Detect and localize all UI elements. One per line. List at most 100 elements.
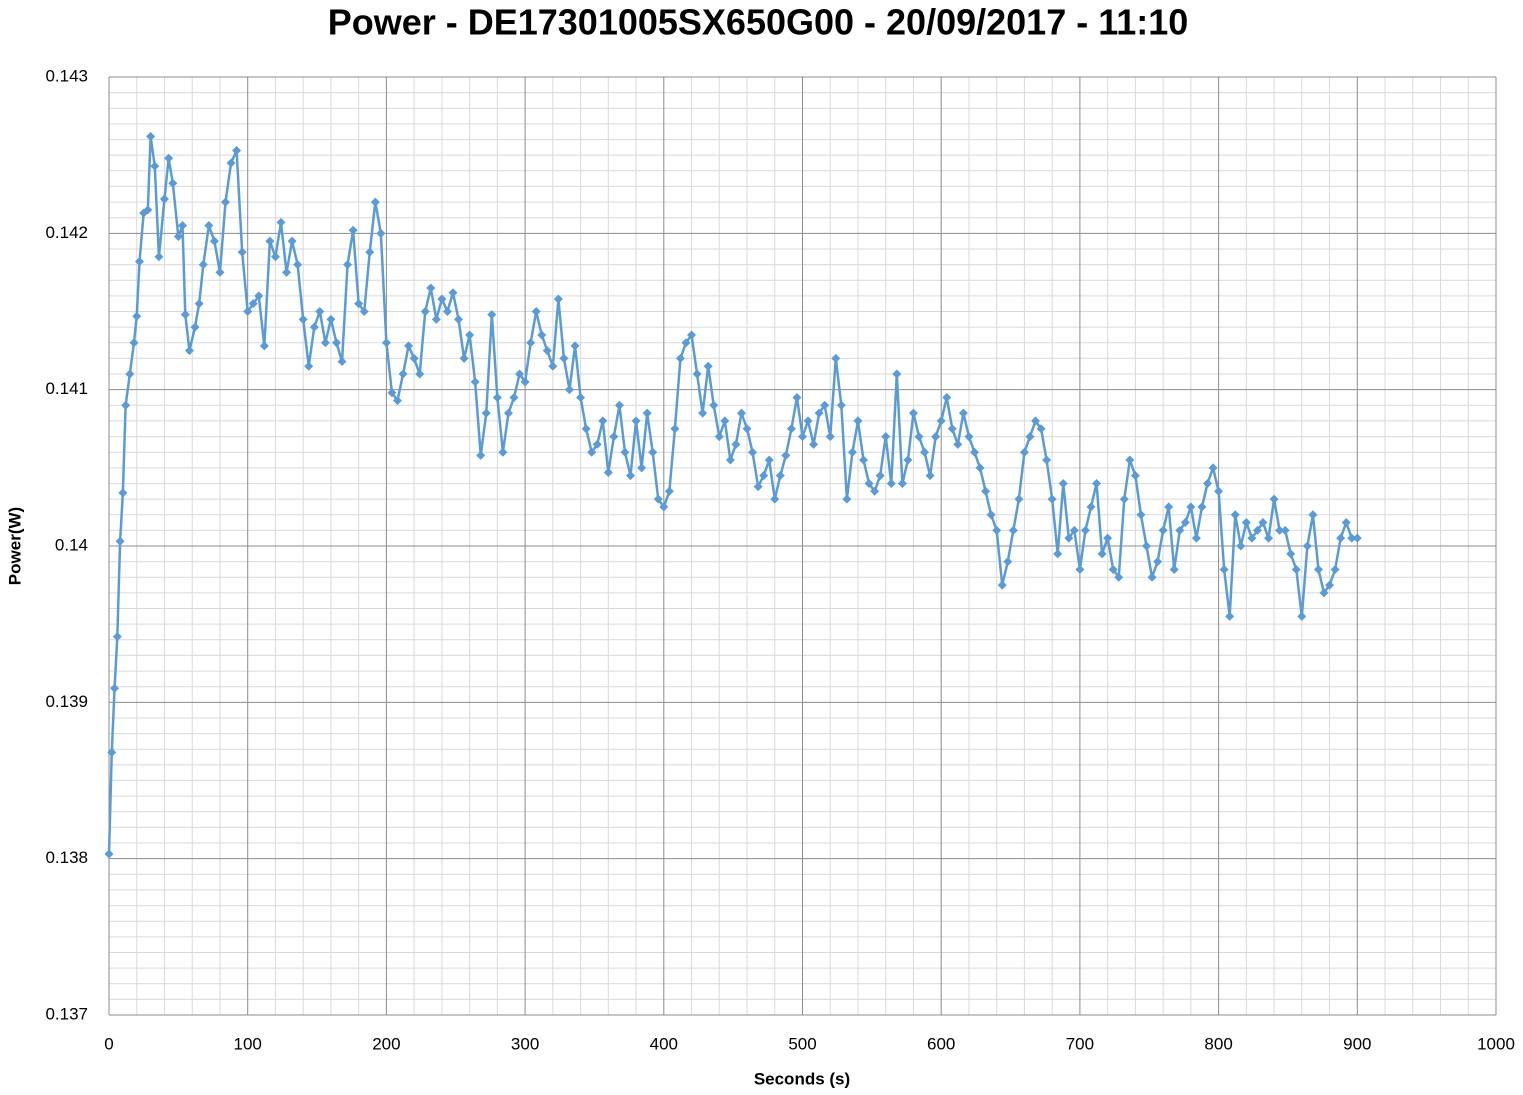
data-point (925, 471, 935, 481)
data-point (709, 400, 719, 410)
data-point (1225, 611, 1235, 621)
data-point (703, 361, 713, 371)
data-point (1325, 580, 1335, 590)
data-point (209, 236, 219, 246)
plot (104, 131, 1362, 859)
data-point (642, 408, 652, 418)
data-point (559, 353, 569, 363)
data-point (614, 400, 624, 410)
data-point (859, 455, 869, 465)
data-point (415, 369, 425, 379)
data-point (1069, 525, 1079, 535)
data-point (1025, 432, 1035, 442)
data-point (1191, 533, 1201, 543)
data-point (1130, 471, 1140, 481)
data-point (736, 408, 746, 418)
data-point (437, 294, 447, 304)
data-point (498, 447, 508, 457)
data-point (1297, 611, 1307, 621)
data-point (1208, 463, 1218, 473)
data-point (1214, 486, 1224, 496)
data-point (1313, 564, 1323, 574)
data-point (115, 536, 125, 546)
x-axis-title: Seconds (s) (754, 1069, 850, 1088)
data-point (1352, 533, 1362, 543)
data-point (742, 424, 752, 434)
data-point (714, 432, 724, 442)
data-point (426, 283, 436, 293)
data-point (775, 471, 785, 481)
y-tick-label: 0.138 (45, 848, 88, 867)
data-point (1036, 424, 1046, 434)
data-point (692, 369, 702, 379)
x-tick-label: 300 (511, 1034, 539, 1053)
data-point (648, 447, 658, 457)
data-point (942, 392, 952, 402)
x-tick-label: 700 (1066, 1034, 1094, 1053)
data-point (104, 849, 114, 859)
data-point (570, 341, 580, 351)
data-point (1258, 518, 1268, 528)
data-point (331, 338, 341, 348)
data-point (365, 247, 375, 257)
data-point (243, 307, 253, 316)
data-point (831, 353, 841, 363)
data-point (121, 400, 131, 410)
data-point (981, 486, 991, 496)
data-point (1103, 533, 1113, 543)
data-point (842, 494, 852, 504)
data-point (492, 392, 502, 402)
y-axis-title: Power(W) (5, 507, 24, 585)
data-point (164, 153, 174, 163)
data-point (731, 439, 741, 449)
data-point (125, 369, 135, 379)
data-point (748, 447, 758, 457)
data-point (1086, 502, 1096, 512)
data-point (159, 194, 169, 204)
data-point (903, 455, 913, 465)
data-point (1114, 572, 1124, 582)
data-point (992, 525, 1002, 535)
data-point (969, 447, 979, 457)
data-point (320, 338, 330, 348)
y-tick-label: 0.139 (45, 692, 88, 711)
data-point (764, 455, 774, 465)
data-point (1341, 518, 1351, 528)
data-point (881, 432, 891, 442)
data-point (146, 131, 156, 141)
data-point (354, 299, 364, 309)
data-point (875, 471, 885, 481)
data-point (404, 341, 414, 351)
data-point (725, 455, 735, 465)
data-point (548, 361, 558, 371)
data-point (975, 463, 985, 473)
data-point (1247, 533, 1257, 543)
x-tick-label: 1000 (1477, 1034, 1515, 1053)
data-point (1053, 549, 1063, 559)
data-point (226, 158, 236, 168)
data-point (997, 580, 1007, 590)
data-point (150, 161, 160, 171)
data-point (135, 256, 145, 266)
data-point (221, 197, 231, 207)
data-point (670, 424, 680, 434)
data-point (620, 447, 630, 457)
data-point (576, 392, 586, 402)
data-point (626, 471, 636, 481)
data-point (304, 361, 314, 371)
data-point (1092, 478, 1102, 488)
data-point (180, 310, 190, 320)
data-point (609, 432, 619, 442)
data-point (1153, 557, 1163, 567)
data-point (1180, 518, 1190, 528)
data-point (254, 291, 264, 301)
y-tick-label: 0.143 (45, 66, 88, 85)
data-point (986, 510, 996, 520)
data-point (476, 450, 486, 460)
data-point (1080, 525, 1090, 535)
data-point (847, 447, 857, 457)
data-point (1330, 564, 1340, 574)
data-point (1008, 525, 1018, 535)
